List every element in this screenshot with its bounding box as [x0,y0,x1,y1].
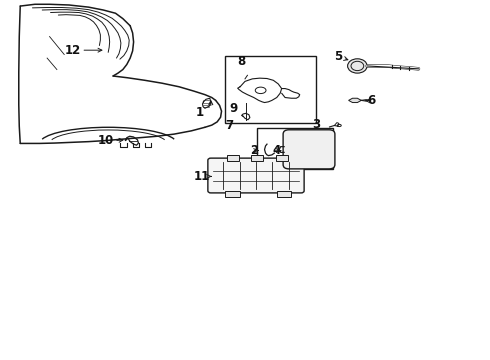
Text: 5: 5 [334,50,342,63]
Text: 6: 6 [367,94,375,107]
Bar [227,154,239,161]
FancyBboxPatch shape [283,130,335,169]
Text: 8: 8 [237,55,245,68]
Text: 1: 1 [196,106,204,119]
Bar [225,56,316,123]
Polygon shape [348,98,361,103]
Bar [276,154,288,161]
Text: 12: 12 [65,44,81,57]
Bar [257,128,333,169]
Bar [251,154,263,161]
Bar [225,191,240,197]
Text: 4: 4 [272,144,281,157]
FancyBboxPatch shape [208,158,304,193]
Text: 10: 10 [98,134,114,147]
Bar [277,191,292,197]
Text: 2: 2 [250,144,258,157]
Ellipse shape [347,59,367,73]
Text: 9: 9 [229,103,237,116]
Text: 11: 11 [194,170,210,183]
Text: 7: 7 [225,119,233,132]
Text: 3: 3 [312,118,320,131]
